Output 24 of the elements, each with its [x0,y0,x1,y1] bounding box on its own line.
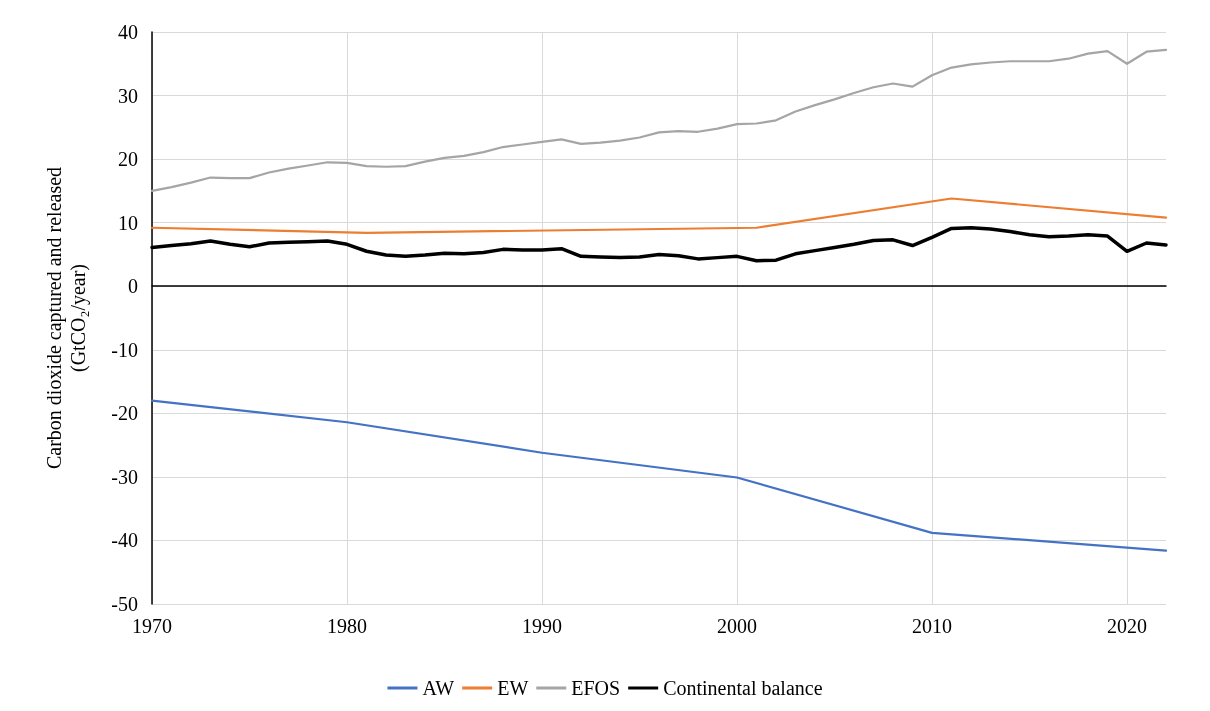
y-tick-label: 20 [118,148,138,171]
y-tick-label: 10 [118,211,138,234]
y-tick-label: 30 [118,84,138,107]
line-series [150,197,1168,234]
x-tick-label: 2020 [1107,615,1147,637]
y-tick-label: -30 [111,465,138,488]
x-tick-label: 2000 [717,615,757,637]
y-tick-label: -50 [111,593,138,615]
legend-label: Continental balance [663,677,823,699]
y-tick-label: -20 [111,402,138,425]
legend-label: EW [497,677,529,699]
line-series [150,399,1168,552]
y-axis-title: Carbon dioxide captured and released (GtCO₂/year) [43,166,90,470]
x-tick-label: 1990 [522,615,562,637]
x-tick-label: 1970 [132,615,172,637]
x-tick-label: 2010 [912,615,952,637]
y-tick-label: -40 [111,529,138,552]
x-tick-label: 1980 [327,615,367,637]
legend-label: EFOS [571,677,621,699]
line-series [150,48,1168,192]
y-tick-label: 40 [118,21,138,43]
legend-label: AW [422,677,455,699]
y-tick-label: 0 [128,275,138,298]
y-tick-label: -10 [111,338,138,361]
